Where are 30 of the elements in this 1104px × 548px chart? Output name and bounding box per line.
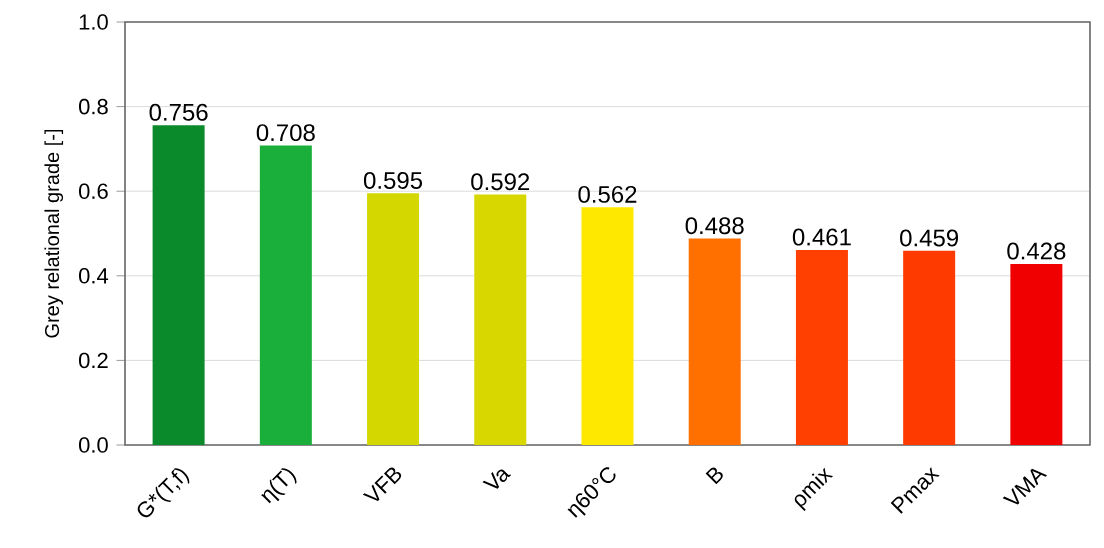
- data-label: 0.459: [900, 229, 959, 247]
- data-label: 0.756: [149, 103, 208, 121]
- bar: [367, 193, 420, 445]
- bar: [795, 250, 848, 445]
- x-tick-label: VMA: [1002, 468, 1048, 505]
- data-label: 0.461: [792, 228, 851, 246]
- bar: [259, 145, 312, 445]
- x-tick-label: B: [705, 467, 723, 485]
- bar: [152, 125, 205, 445]
- y-axis-title: Grey relational grade [-]: [44, 129, 64, 338]
- data-label: 0.428: [1007, 242, 1066, 260]
- x-tick-label: η(T): [261, 468, 297, 504]
- y-tick-label: 0.2: [79, 352, 108, 369]
- bar: [1010, 263, 1063, 445]
- bar: [903, 250, 956, 445]
- data-label: 0.562: [578, 185, 637, 203]
- y-tick-label: 1.0: [79, 14, 108, 30]
- data-label: 0.592: [471, 173, 530, 191]
- y-tick-label: 0.6: [79, 183, 108, 199]
- y-tick-label: 0.4: [79, 268, 109, 284]
- data-label: 0.708: [256, 124, 315, 142]
- data-label: 0.595: [363, 171, 423, 189]
- bar: [581, 207, 634, 445]
- y-tick-label: 0.0: [79, 437, 108, 453]
- bar: [474, 194, 527, 445]
- x-tick-label: Va: [482, 469, 511, 489]
- data-label: 0.488: [685, 217, 744, 235]
- x-tick-label: VFB: [362, 467, 402, 502]
- bar: [688, 238, 741, 445]
- y-tick-label: 0.8: [79, 98, 108, 115]
